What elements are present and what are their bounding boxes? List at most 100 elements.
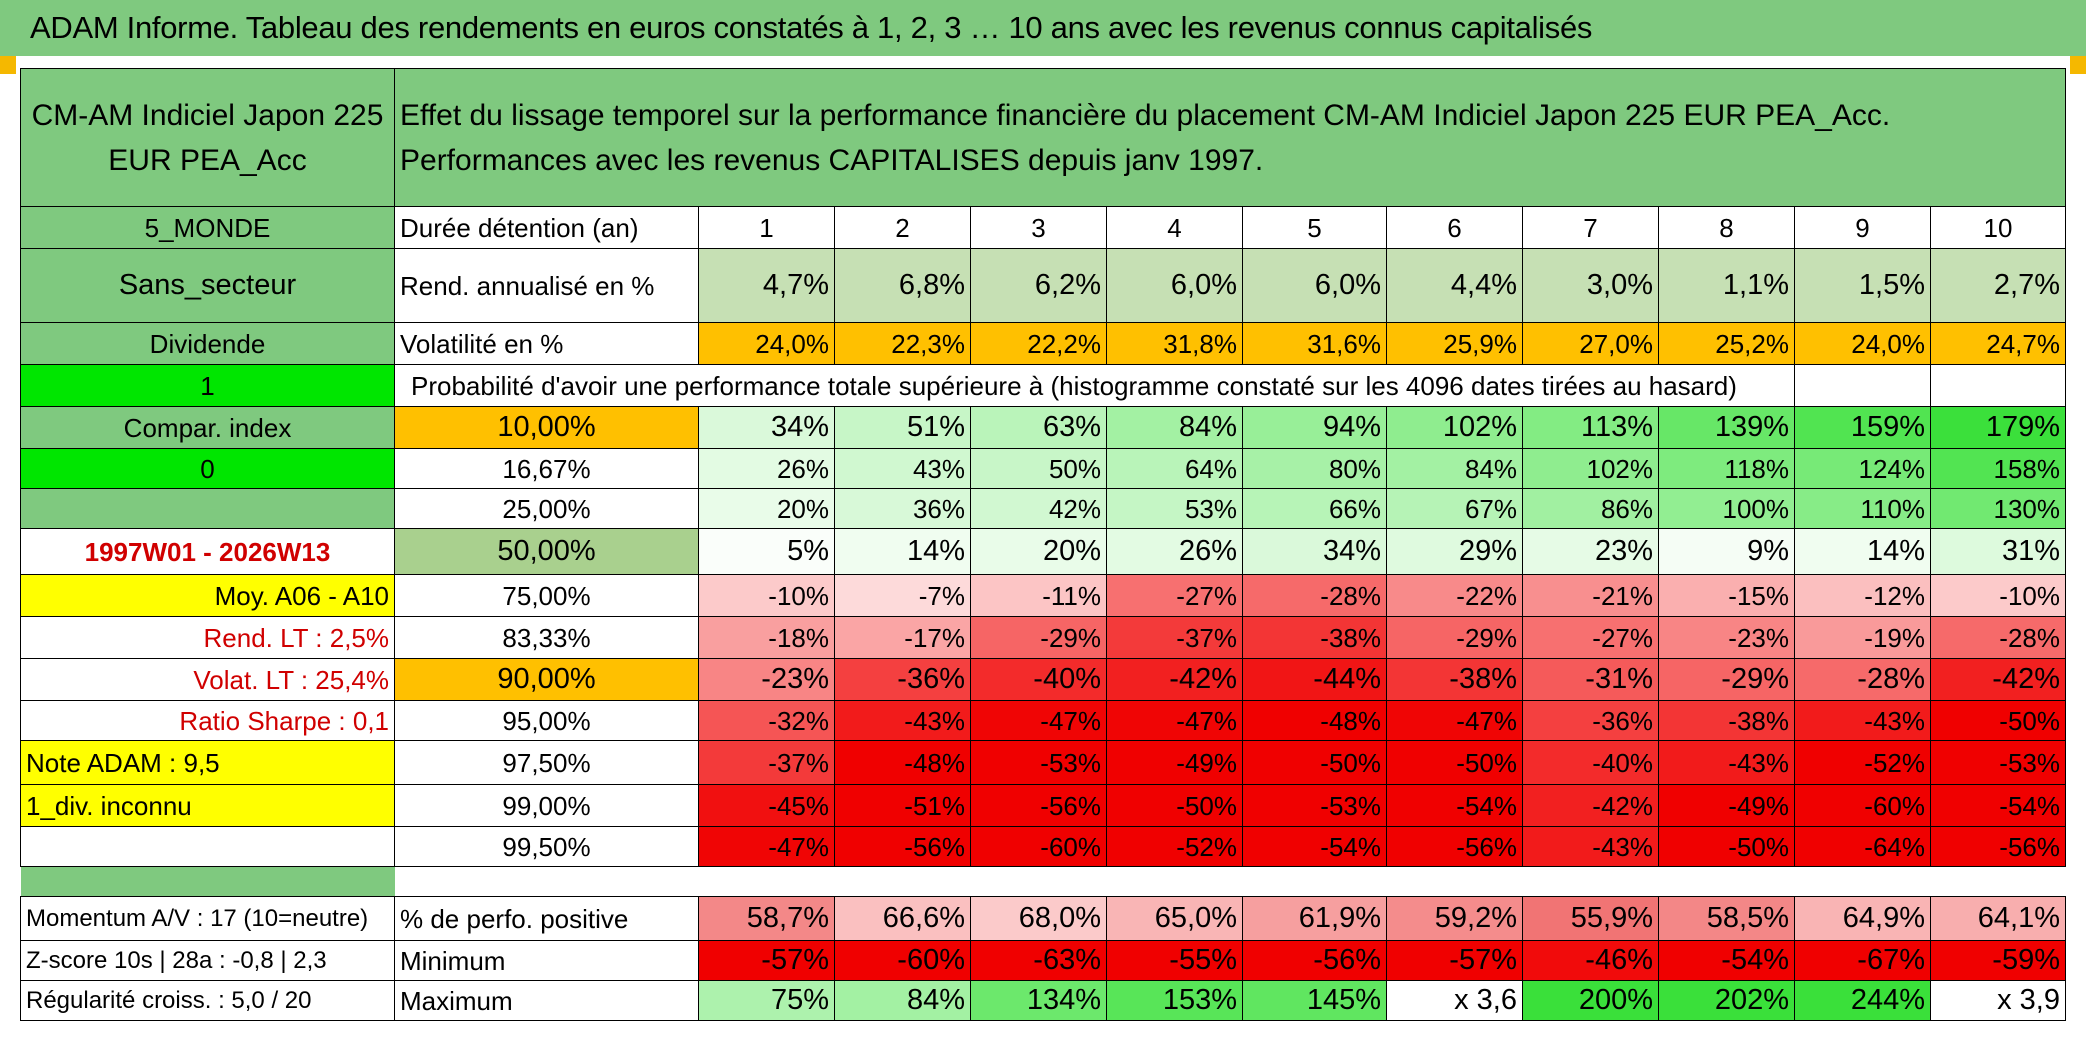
- percentile-value-cell: -21%: [1522, 574, 1659, 617]
- year-header: 10: [1930, 206, 2066, 249]
- percentile-value-cell: 50%: [970, 448, 1107, 489]
- positive-perf-cell: 68,0%: [970, 896, 1107, 941]
- percentile-value-cell: -43%: [1658, 740, 1795, 785]
- percentile-value-cell: 139%: [1658, 406, 1795, 449]
- returns-table: CM-AM Indiciel Japon 225 EUR PEA_Acc Eff…: [20, 68, 2066, 1021]
- rend-lt-label: Rend. LT : 2,5%: [20, 616, 395, 659]
- maximum-cell: 200%: [1522, 980, 1659, 1021]
- percentile-label: 83,33%: [394, 616, 699, 659]
- positive-perf-cell: 66,6%: [834, 896, 971, 941]
- minimum-cell: -46%: [1522, 940, 1659, 981]
- minimum-cell: -57%: [1386, 940, 1523, 981]
- maximum-cell: 75%: [698, 980, 835, 1021]
- sharpe-label: Ratio Sharpe : 0,1: [20, 700, 395, 741]
- percentile-value-cell: -42%: [1522, 784, 1659, 827]
- percentile-value-cell: 102%: [1386, 406, 1523, 449]
- percentile-value-cell: 67%: [1386, 488, 1523, 529]
- percentile-value-cell: -64%: [1794, 826, 1931, 867]
- separator: [395, 867, 2066, 897]
- empty-cell: [1794, 364, 1931, 407]
- percentile-label: 99,00%: [394, 784, 699, 827]
- percentile-value-cell: 63%: [970, 406, 1107, 449]
- percentile-value-cell: 34%: [698, 406, 835, 449]
- percentile-value-cell: -27%: [1522, 616, 1659, 659]
- percentile-value-cell: -56%: [970, 784, 1107, 827]
- percentile-value-cell: 26%: [1106, 528, 1243, 575]
- dividend-value: 1: [20, 364, 395, 407]
- percentile-value-cell: 26%: [698, 448, 835, 489]
- percentile-value-cell: 130%: [1930, 488, 2066, 529]
- annual-return-cell: 6,0%: [1106, 248, 1243, 323]
- percentile-value-cell: -49%: [1658, 784, 1795, 827]
- volatility-cell: 25,9%: [1386, 322, 1523, 365]
- percentile-value-cell: -50%: [1658, 826, 1795, 867]
- percentile-value-cell: -32%: [698, 700, 835, 741]
- percentile-value-cell: 84%: [1106, 406, 1243, 449]
- fund-name-cell: CM-AM Indiciel Japon 225 EUR PEA_Acc: [20, 68, 395, 207]
- percentile-value-cell: -15%: [1658, 574, 1795, 617]
- percentile-value-cell: 20%: [698, 488, 835, 529]
- volatility-cell: 24,0%: [698, 322, 835, 365]
- compar-index-value: 0: [20, 448, 395, 489]
- percentile-value-cell: -45%: [698, 784, 835, 827]
- volat-lt-label: Volat. LT : 25,4%: [20, 658, 395, 701]
- percentile-value-cell: -29%: [1658, 658, 1795, 701]
- percentile-value-cell: 42%: [970, 488, 1107, 529]
- percentile-value-cell: -60%: [970, 826, 1107, 867]
- percentile-value-cell: -47%: [970, 700, 1107, 741]
- positive-perf-cell: 55,9%: [1522, 896, 1659, 941]
- duration-header: Durée détention (an): [394, 206, 699, 249]
- dividend-label: Dividende: [20, 322, 395, 365]
- annual-return-cell: 6,0%: [1242, 248, 1387, 323]
- positive-perf-cell: 64,9%: [1794, 896, 1931, 941]
- maximum-cell: x 3,6: [1386, 980, 1523, 1021]
- percentile-value-cell: -52%: [1794, 740, 1931, 785]
- compar-index-label: Compar. index: [20, 406, 395, 449]
- percentile-value-cell: -54%: [1386, 784, 1523, 827]
- sector-label: Sans_secteur: [20, 248, 395, 323]
- minimum-cell: -55%: [1106, 940, 1243, 981]
- average-label: Moy. A06 - A10: [20, 574, 395, 617]
- minimum-cell: -67%: [1794, 940, 1931, 981]
- percentile-value-cell: -18%: [698, 616, 835, 659]
- percentile-value-cell: -43%: [1794, 700, 1931, 741]
- percentile-value-cell: -36%: [834, 658, 971, 701]
- percentile-value-cell: 14%: [1794, 528, 1931, 575]
- maximum-cell: 244%: [1794, 980, 1931, 1021]
- zscore-label: Z-score 10s | 28a : -0,8 | 2,3: [20, 940, 395, 981]
- percentile-value-cell: 20%: [970, 528, 1107, 575]
- percentile-label: 75,00%: [394, 574, 699, 617]
- percentile-value-cell: -49%: [1106, 740, 1243, 785]
- percentile-value-cell: -37%: [698, 740, 835, 785]
- percentile-value-cell: -36%: [1522, 700, 1659, 741]
- minimum-cell: -59%: [1930, 940, 2066, 981]
- percentile-value-cell: -53%: [1930, 740, 2066, 785]
- positive-header: % de perfo. positive: [394, 896, 699, 941]
- percentile-label: 16,67%: [394, 448, 699, 489]
- minimum-cell: -54%: [1658, 940, 1795, 981]
- zone-label: 5_MONDE: [20, 206, 395, 249]
- annual-return-cell: 4,4%: [1386, 248, 1523, 323]
- minimum-cell: -56%: [1242, 940, 1387, 981]
- corner-marker: [0, 56, 16, 74]
- note-adam-label: Note ADAM : 9,5: [20, 740, 395, 785]
- percentile-value-cell: 110%: [1794, 488, 1931, 529]
- volatility-cell: 22,2%: [970, 322, 1107, 365]
- minimum-header: Minimum: [394, 940, 699, 981]
- positive-perf-cell: 59,2%: [1386, 896, 1523, 941]
- percentile-value-cell: -47%: [698, 826, 835, 867]
- year-header: 9: [1794, 206, 1931, 249]
- year-header: 6: [1386, 206, 1523, 249]
- percentile-value-cell: -28%: [1794, 658, 1931, 701]
- year-header: 2: [834, 206, 971, 249]
- percentile-value-cell: 179%: [1930, 406, 2066, 449]
- percentile-label: 10,00%: [394, 406, 699, 449]
- percentile-value-cell: -56%: [1930, 826, 2066, 867]
- percentile-value-cell: -53%: [970, 740, 1107, 785]
- year-header: 1: [698, 206, 835, 249]
- minimum-cell: -57%: [698, 940, 835, 981]
- percentile-label: 25,00%: [394, 488, 699, 529]
- percentile-label: 50,00%: [394, 528, 699, 575]
- probability-header: Probabilité d'avoir une performance tota…: [394, 364, 1795, 407]
- percentile-value-cell: -50%: [1106, 784, 1243, 827]
